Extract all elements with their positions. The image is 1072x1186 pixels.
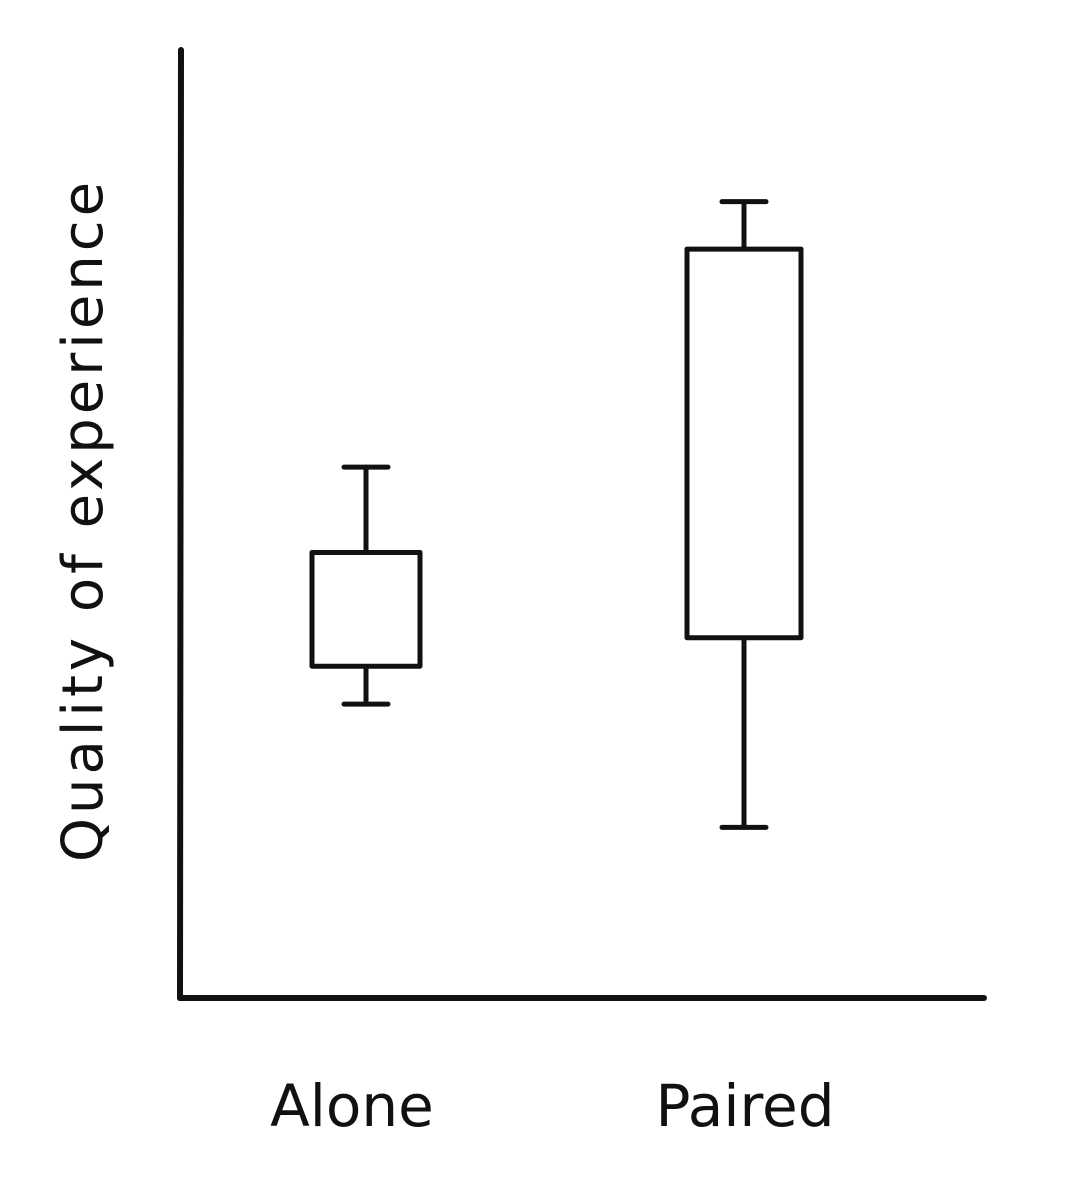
y-axis-line bbox=[177, 47, 184, 1001]
box-alone bbox=[309, 464, 423, 707]
x-tick-label-paired: Paired bbox=[655, 1072, 834, 1140]
box-paired bbox=[684, 199, 804, 830]
box-rect-paired bbox=[684, 246, 804, 641]
x-tick-label-alone: Alone bbox=[270, 1072, 434, 1140]
y-axis-label: Quality of experience bbox=[51, 178, 116, 862]
box-rect-alone bbox=[309, 549, 423, 669]
